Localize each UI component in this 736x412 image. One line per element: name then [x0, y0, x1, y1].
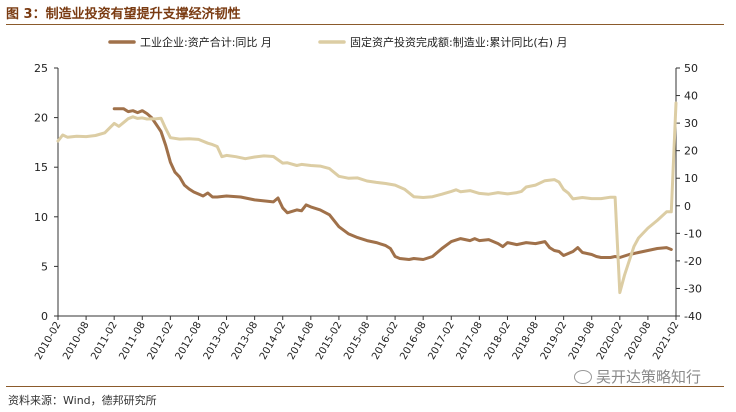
x-axis-tick-label: 2016-02	[370, 320, 400, 362]
left-axis-tick-label: 20	[34, 112, 48, 125]
source-note: 资料来源：Wind，德邦研究所	[8, 394, 157, 407]
x-axis-tick-label: 2015-08	[342, 320, 372, 362]
footer-divider	[6, 386, 724, 387]
legend-label-2: 固定资产投资完成额:制造业:累计同比(右) 月	[350, 35, 568, 49]
x-axis-tick-label: 2018-02	[483, 320, 513, 362]
left-axis-tick-label: 10	[34, 211, 48, 224]
right-axis-tick-label: 30	[684, 117, 698, 130]
right-axis-tick-label: -20	[684, 255, 702, 268]
x-axis-tick-label: 2011-08	[117, 320, 147, 362]
right-axis-tick-label: -10	[684, 227, 702, 240]
x-axis-tick-label: 2013-02	[202, 320, 232, 362]
x-axis-tick-label: 2011-02	[89, 320, 119, 362]
right-axis-tick-label: 10	[684, 172, 698, 185]
x-axis-tick-label: 2010-02	[33, 320, 63, 362]
watermark-text: 吴开达策略知行	[596, 368, 702, 386]
chart-axes: 0 5 10 15 20 25 -40 -30 -20 -10 0 10 20 30 40 50 2010-02…	[33, 62, 702, 362]
series-line-1	[112, 107, 673, 261]
x-axis-tick-label: 2014-08	[286, 320, 316, 362]
x-axis-tick-label: 2012-02	[146, 320, 176, 362]
chart-title: 图 3：制造业投资有望提升支撑经济韧性	[6, 7, 241, 22]
x-axis-tick-label: 2012-08	[174, 320, 204, 362]
right-axis-tick-label: 0	[684, 200, 691, 213]
title-divider	[6, 24, 724, 25]
x-axis-tick-label: 2020-02	[595, 320, 625, 362]
right-axis-tick-label: -40	[684, 310, 702, 323]
x-axis-tick-label: 2014-02	[258, 320, 288, 362]
x-axis-tick-label: 2018-08	[511, 320, 541, 362]
x-axis-tick-label: 2010-08	[61, 320, 91, 362]
x-axis-tick-label: 2019-08	[567, 320, 597, 362]
left-axis-tick-label: 25	[34, 62, 48, 75]
x-axis-tick-label: 2013-08	[230, 320, 260, 362]
wechat-icon	[574, 369, 592, 384]
x-axis-tick-label: 2017-08	[455, 320, 485, 362]
left-axis-tick-label: 15	[34, 161, 48, 174]
right-axis-tick-label: 20	[684, 145, 698, 158]
chart-plot-area	[56, 101, 678, 295]
right-axis-tick-label: -30	[684, 282, 702, 295]
x-axis-tick-label: 2020-08	[623, 320, 653, 362]
chart-legend: 工业企业:资产合计:同比 月 固定资产投资完成额:制造业:累计同比(右) 月	[108, 35, 568, 49]
x-axis-tick-label: 2017-02	[426, 320, 456, 362]
x-axis-tick-label: 2015-02	[314, 320, 344, 362]
x-axis-tick-label: 2021-02	[651, 320, 681, 362]
right-axis-tick-label: 50	[684, 62, 698, 75]
watermark: 吴开达策略知行	[574, 366, 701, 387]
series-line-2	[56, 101, 678, 295]
right-axis-tick-label: 40	[684, 90, 698, 103]
x-axis-tick-label: 2016-08	[398, 320, 428, 362]
left-axis-tick-label: 5	[41, 260, 48, 273]
legend-label-1: 工业企业:资产合计:同比 月	[140, 35, 272, 49]
left-axis-tick-label: 0	[41, 310, 48, 323]
x-axis-tick-label: 2019-02	[539, 320, 569, 362]
